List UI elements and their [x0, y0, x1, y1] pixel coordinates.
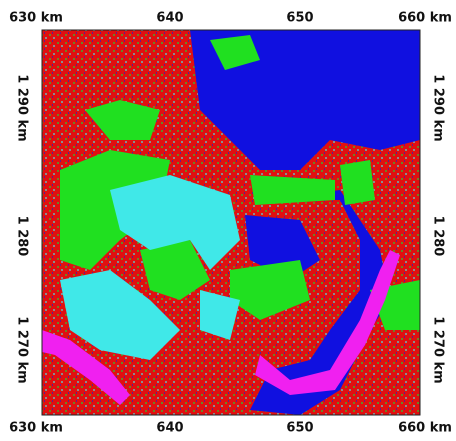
top-label: 660 km	[398, 11, 452, 26]
top-label: 650	[286, 11, 313, 26]
classified-map: 630 km 640 650 660 km 630 km 640 650 660…	[0, 0, 456, 441]
bottom-label: 640	[156, 421, 183, 436]
right-label: 1 290 km	[431, 74, 446, 141]
bottom-label: 630 km	[9, 421, 63, 436]
bottom-label: 660 km	[398, 421, 452, 436]
left-label: 1 290 km	[15, 74, 30, 141]
right-label: 1 280	[431, 216, 446, 257]
bottom-label: 650	[286, 421, 313, 436]
left-label: 1 270 km	[15, 316, 30, 383]
right-label: 1 270 km	[431, 316, 446, 383]
top-label: 630 km	[9, 11, 63, 26]
left-label: 1 280	[15, 216, 30, 257]
top-label: 640	[156, 11, 183, 26]
raster	[42, 30, 420, 415]
